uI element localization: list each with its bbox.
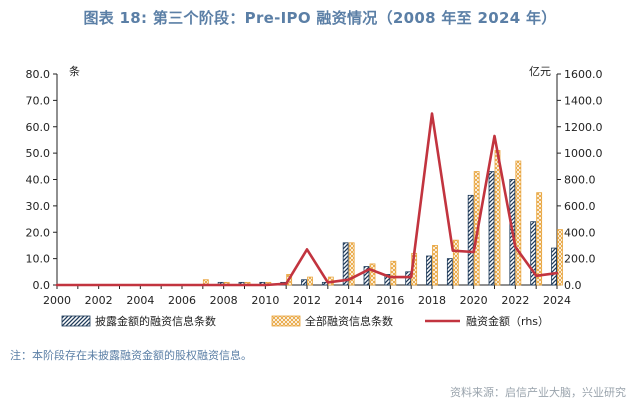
y-right-tick-label: 800.0 (564, 174, 596, 187)
bar-total (348, 242, 355, 286)
chart-note: 注：本阶段存在未披露融资金额的股权融资信息。 (10, 349, 252, 362)
y-right-tick-label: 1400.0 (564, 94, 603, 107)
bar-disclosed (426, 255, 432, 286)
y-right-tick-label: 1000.0 (564, 147, 603, 160)
chart-bars (202, 150, 563, 286)
bar-total (452, 239, 459, 286)
legend-label-disclosed: 披露金额的融资信息条数 (95, 314, 216, 328)
x-tick-label: 2012 (293, 294, 321, 307)
y-right-unit: 亿元 (529, 65, 551, 78)
y-right-tick-label: 600.0 (564, 200, 596, 213)
x-tick-label: 2018 (418, 294, 446, 307)
chart-title: 图表 18: 第三个阶段：Pre-IPO 融资情况（2008 年至 2024 年… (83, 9, 557, 27)
y-left-tick-label: 0.0 (33, 279, 51, 292)
legend-swatch-disclosed (61, 315, 91, 327)
bar-disclosed (384, 274, 391, 286)
chart-line (55, 112, 559, 287)
bar-disclosed (321, 281, 328, 286)
x-tick-label: 2016 (376, 294, 404, 307)
y-left-tick-label: 30.0 (26, 200, 51, 213)
x-tick-label: 2008 (210, 294, 238, 307)
y-left-tick-label: 50.0 (26, 147, 51, 160)
y-left-unit: 条 (69, 64, 80, 78)
x-tick-label: 2004 (126, 294, 154, 307)
bar-total (390, 260, 397, 286)
bar-disclosed (405, 271, 412, 286)
y-right-tick-label: 400.0 (564, 226, 596, 239)
y-right-tick-label: 0.0 (564, 279, 582, 292)
chart-axes: 0.0 10.0 20.0 30.0 40.0 50.0 60.0 70.0 80.0 0.0 20… (26, 64, 603, 307)
bar-total (432, 245, 438, 286)
bar-disclosed (446, 258, 453, 286)
x-tick-label: 2024 (543, 294, 571, 307)
y-left-tick-label: 80.0 (26, 68, 51, 81)
bar-disclosed (530, 221, 537, 286)
x-tick-label: 2010 (251, 294, 279, 307)
legend-label-total: 全部融资信息条数 (305, 314, 393, 328)
line-amount (55, 112, 559, 287)
bar-total (369, 263, 376, 286)
chart-legend: 披露金额的融资信息条数 全部融资信息条数 融资金额（rhs） (61, 314, 549, 328)
chart-source: 资料来源：启信产业大脑，兴业研究 (450, 386, 626, 399)
x-tick-label: 2020 (460, 294, 488, 307)
bar-disclosed (301, 279, 307, 286)
x-tick-label: 2022 (501, 294, 529, 307)
x-tick-label: 2014 (335, 294, 363, 307)
bar-disclosed (363, 266, 370, 286)
legend-swatch-total (271, 315, 301, 327)
bar-total (536, 192, 543, 286)
bar-disclosed (551, 247, 557, 286)
bar-total (494, 150, 501, 286)
bar-disclosed (467, 194, 474, 286)
bar-disclosed (342, 242, 349, 286)
bar-total (557, 229, 563, 286)
bar-disclosed (488, 171, 495, 286)
y-right-tick-label: 200.0 (564, 253, 596, 266)
y-left-tick-label: 10.0 (26, 253, 51, 266)
y-left-tick-label: 70.0 (26, 94, 51, 107)
y-right-tick-label: 1600.0 (564, 68, 603, 81)
x-tick-label: 2006 (168, 294, 196, 307)
y-left-tick-label: 20.0 (26, 226, 51, 239)
legend-label-amount: 融资金额（rhs） (466, 314, 549, 328)
y-left-tick-label: 60.0 (26, 121, 51, 134)
bar-total (307, 276, 313, 286)
x-tick-label: 2000 (43, 294, 71, 307)
y-left-tick-label: 40.0 (26, 174, 51, 187)
bar-total (515, 160, 522, 286)
y-right-tick-label: 1200.0 (564, 121, 603, 134)
x-tick-label: 2002 (85, 294, 113, 307)
